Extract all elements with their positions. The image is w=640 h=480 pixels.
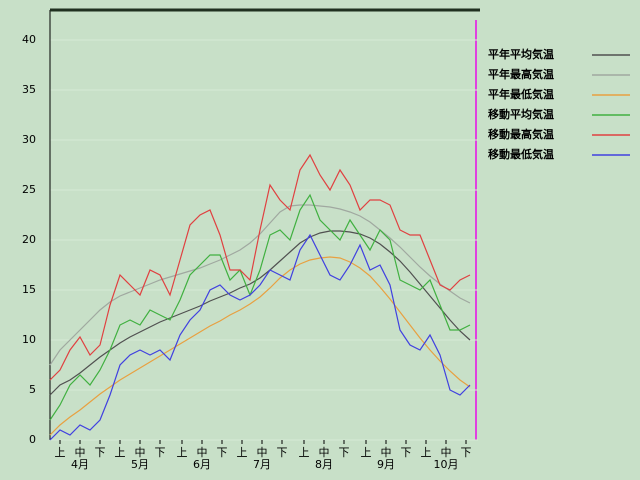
- series-line: [49, 204, 471, 366]
- legend-label: 移動最低気温: [488, 147, 554, 161]
- x-tick-label: 下: [339, 446, 350, 459]
- month-label: 4月: [71, 458, 89, 471]
- x-tick-label: 中: [135, 446, 146, 459]
- y-tick-label: 20: [22, 233, 36, 246]
- x-tick-label: 中: [441, 446, 452, 459]
- y-tick-label: 25: [22, 183, 36, 196]
- y-tick-label: 35: [22, 83, 36, 96]
- series-line: [49, 153, 471, 381]
- x-tick-label: 上: [177, 446, 188, 459]
- legend-label: 移動最高気温: [488, 127, 554, 141]
- y-tick-label: 5: [29, 383, 36, 396]
- x-tick-label: 下: [95, 446, 106, 459]
- x-tick-label: 中: [381, 446, 392, 459]
- x-tick-label: 中: [257, 446, 268, 459]
- x-tick-label: 中: [197, 446, 208, 459]
- month-label: 10月: [434, 458, 459, 471]
- month-label: 9月: [377, 458, 395, 471]
- y-tick-label: 40: [22, 33, 36, 46]
- x-tick-label: 下: [401, 446, 412, 459]
- x-tick-label: 上: [115, 446, 126, 459]
- y-tick-label: 0: [29, 433, 36, 446]
- y-tick-label: 30: [22, 133, 36, 146]
- month-label: 5月: [131, 458, 149, 471]
- x-tick-label: 下: [277, 446, 288, 459]
- month-label: 7月: [253, 458, 271, 471]
- x-tick-label: 上: [299, 446, 310, 459]
- x-tick-label: 上: [55, 446, 66, 459]
- x-tick-label: 中: [319, 446, 330, 459]
- legend-label: 平年最低気温: [488, 87, 554, 101]
- series-line: [49, 193, 471, 421]
- x-tick-label: 上: [237, 446, 248, 459]
- series-line: [49, 256, 471, 436]
- series-line: [49, 230, 471, 396]
- legend-label: 平年最高気温: [488, 67, 554, 81]
- x-tick-label: 下: [217, 446, 228, 459]
- legend-label: 平年平均気温: [488, 47, 554, 61]
- legend-label: 移動平均気温: [488, 107, 554, 121]
- x-tick-label: 中: [75, 446, 86, 459]
- x-tick-label: 上: [421, 446, 432, 459]
- x-tick-label: 下: [461, 446, 472, 459]
- y-tick-label: 10: [22, 333, 36, 346]
- y-tick-label: 15: [22, 283, 36, 296]
- month-label: 6月: [193, 458, 211, 471]
- x-tick-label: 下: [155, 446, 166, 459]
- x-tick-label: 上: [361, 446, 372, 459]
- series-line: [49, 233, 471, 441]
- month-label: 8月: [315, 458, 333, 471]
